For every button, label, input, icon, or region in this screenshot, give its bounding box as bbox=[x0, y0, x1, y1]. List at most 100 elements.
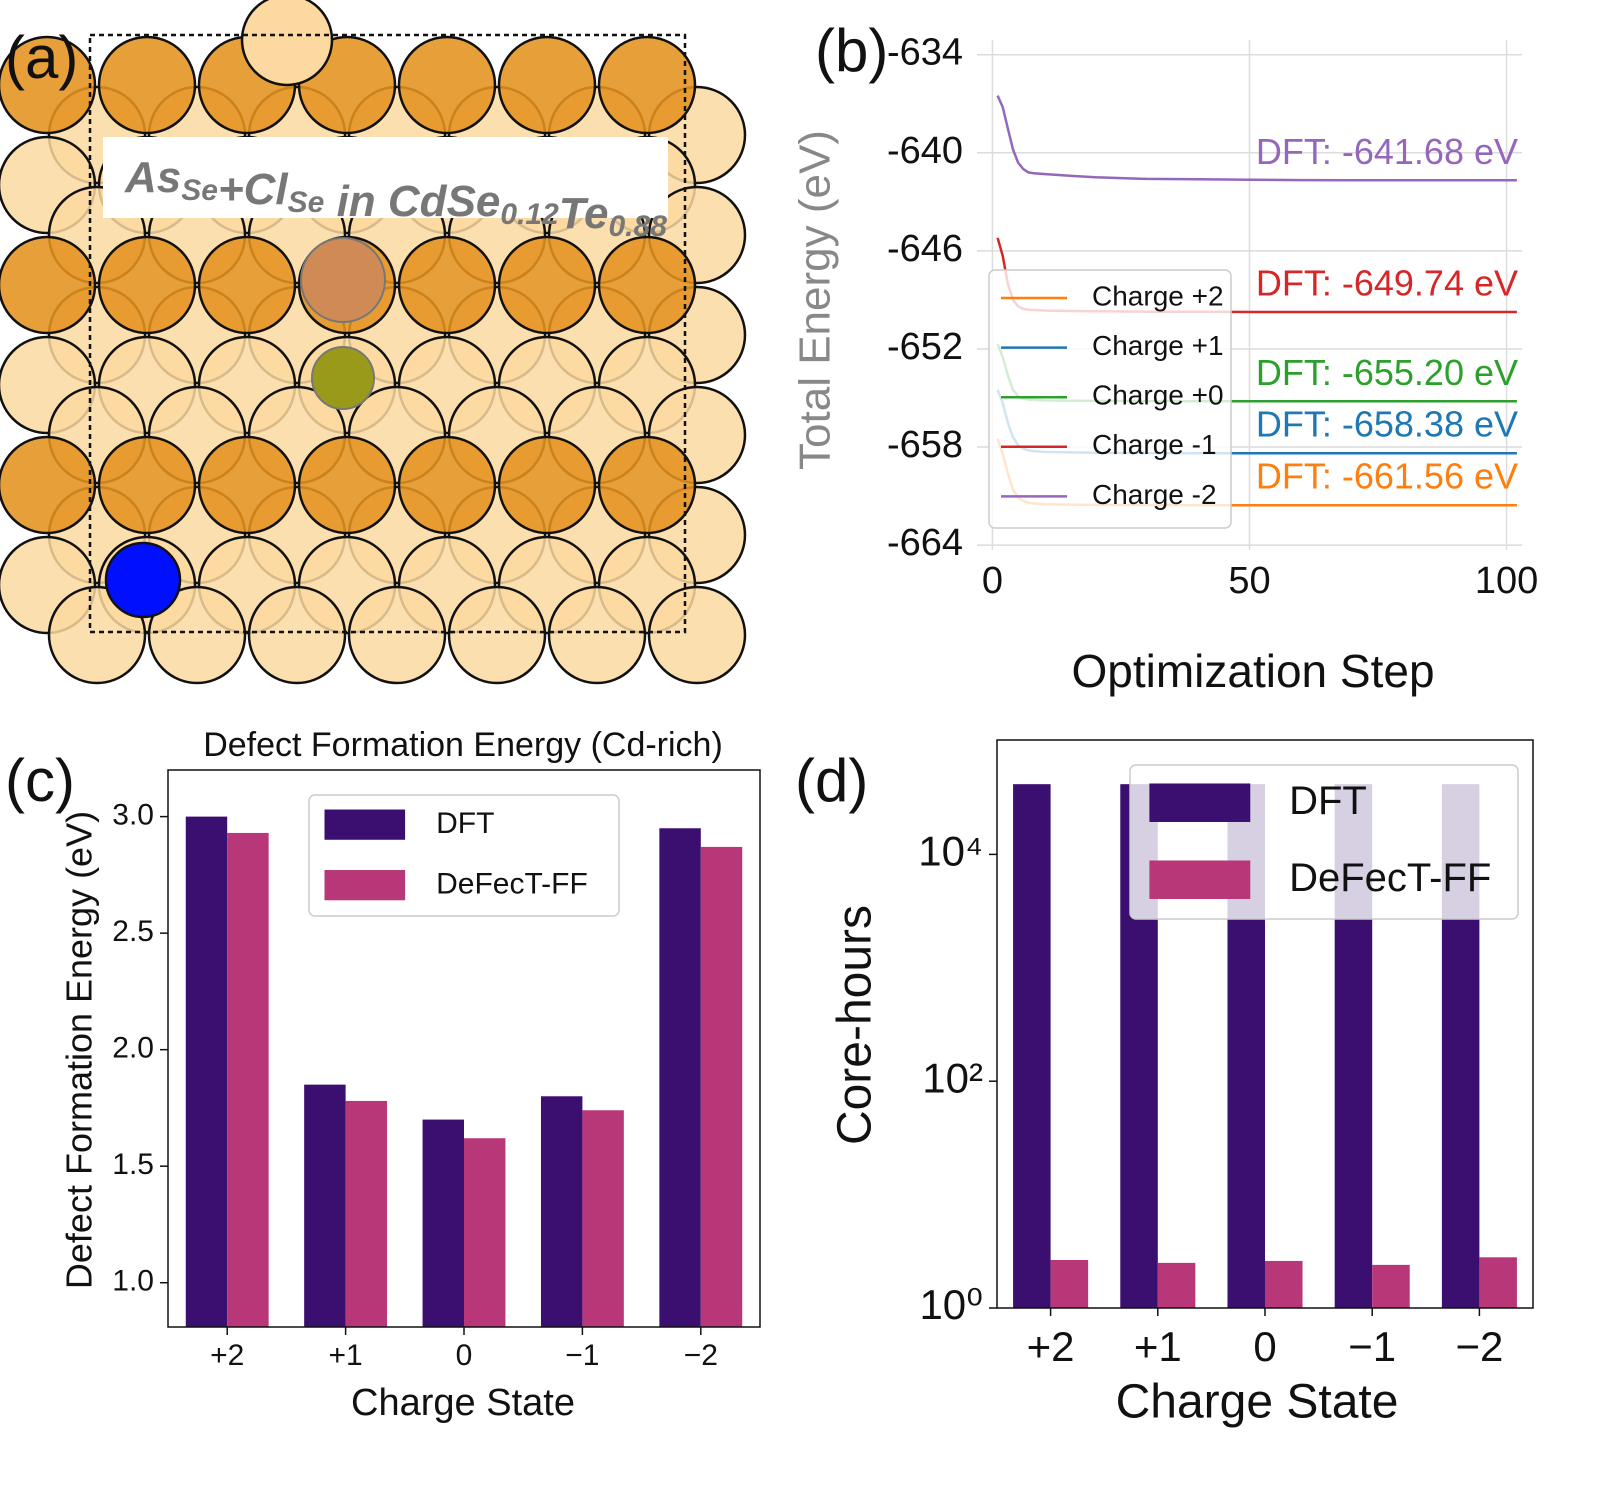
atom bbox=[97, 35, 197, 135]
y-tick-label: 2.0 bbox=[112, 1032, 154, 1065]
series-annotation: DFT: -641.68 eV bbox=[1256, 131, 1518, 172]
x-axis-label: Optimization Step bbox=[1071, 645, 1434, 697]
atom bbox=[0, 435, 97, 535]
atom bbox=[0, 235, 97, 335]
bar bbox=[1265, 1260, 1303, 1308]
plot-frame bbox=[167, 769, 761, 1328]
atom bbox=[97, 435, 197, 535]
atom bbox=[311, 346, 375, 410]
panel-label: (b) bbox=[815, 17, 888, 84]
series-annotation: DFT: -655.20 eV bbox=[1256, 352, 1518, 393]
structure-label: AsSe+ClSe in CdSe0.12Te0.88 bbox=[124, 153, 667, 243]
atom bbox=[397, 35, 497, 135]
atom bbox=[197, 435, 297, 535]
bar bbox=[1372, 1264, 1410, 1308]
cell-box bbox=[88, 33, 687, 634]
legend-swatch bbox=[1149, 860, 1251, 899]
x-tick-label: 50 bbox=[1228, 560, 1270, 602]
chart-title: Defect Formation Energy (Cd-rich) bbox=[203, 726, 723, 764]
x-axis-label: Charge State bbox=[1116, 1376, 1399, 1429]
y-tick-label: 10⁴ bbox=[918, 827, 983, 874]
atom bbox=[0, 35, 97, 135]
legend-label: Charge +1 bbox=[1092, 330, 1224, 361]
bar bbox=[700, 846, 743, 1327]
y-tick-label: -658 bbox=[887, 424, 963, 466]
x-tick-label: +2 bbox=[1027, 1323, 1075, 1370]
legend-label: Charge -2 bbox=[1092, 479, 1217, 510]
label-subscript: Se bbox=[288, 186, 325, 219]
y-tick-label: 3.0 bbox=[112, 799, 154, 832]
atom bbox=[497, 235, 597, 335]
atom bbox=[197, 235, 297, 335]
bar bbox=[422, 1119, 464, 1327]
legend-box bbox=[988, 269, 1232, 529]
legend-swatch bbox=[324, 870, 406, 901]
legend-label: DFT bbox=[436, 807, 494, 840]
series-annotation: DFT: -649.74 eV bbox=[1256, 263, 1518, 304]
atom bbox=[97, 235, 197, 335]
bar bbox=[185, 816, 228, 1327]
bar bbox=[1013, 784, 1051, 1308]
x-tick-label: +1 bbox=[1134, 1323, 1182, 1370]
y-tick-label: -646 bbox=[887, 228, 963, 270]
series-annotation: DFT: -658.38 eV bbox=[1256, 404, 1518, 445]
atom bbox=[104, 541, 182, 619]
legend-swatch bbox=[1149, 783, 1251, 822]
panel-label: (c) bbox=[5, 747, 75, 814]
x-axis-label: Charge State bbox=[351, 1382, 575, 1424]
x-tick-label: −2 bbox=[1455, 1323, 1503, 1370]
label-part: As bbox=[124, 153, 181, 202]
y-tick-label: -652 bbox=[887, 326, 963, 368]
y-tick-label: -664 bbox=[887, 522, 963, 564]
atom bbox=[240, 0, 334, 87]
atom bbox=[647, 585, 747, 685]
y-axis-label: Core-hours bbox=[829, 905, 882, 1145]
atom bbox=[297, 435, 397, 535]
bar bbox=[1157, 1262, 1196, 1308]
bar bbox=[464, 1138, 506, 1327]
bar bbox=[227, 832, 269, 1327]
atom bbox=[247, 585, 347, 685]
atom bbox=[597, 435, 697, 535]
atom bbox=[597, 35, 697, 135]
legend-label: DeFecT-FF bbox=[1289, 856, 1491, 900]
y-tick-label: 10² bbox=[922, 1054, 983, 1101]
x-tick-label: +2 bbox=[210, 1339, 244, 1372]
atom bbox=[497, 35, 597, 135]
legend-label: DeFecT-FF bbox=[436, 868, 588, 901]
atom bbox=[547, 585, 647, 685]
atom bbox=[497, 435, 597, 535]
bar bbox=[582, 1110, 624, 1327]
data-line bbox=[996, 95, 1517, 182]
atom bbox=[397, 435, 497, 535]
legend-label: DFT bbox=[1289, 779, 1367, 823]
y-tick-label: -640 bbox=[887, 130, 963, 172]
label-part: in CdSe bbox=[324, 177, 500, 226]
atom bbox=[347, 585, 447, 685]
bar bbox=[540, 1096, 583, 1327]
x-tick-label: −1 bbox=[565, 1339, 599, 1372]
y-tick-label: -634 bbox=[887, 32, 963, 74]
bar bbox=[304, 1084, 346, 1327]
x-tick-label: 100 bbox=[1475, 560, 1538, 602]
label-box bbox=[103, 137, 668, 218]
atom bbox=[447, 585, 547, 685]
x-tick-label: +1 bbox=[328, 1339, 362, 1372]
bar bbox=[345, 1100, 388, 1327]
label-part: +Cl bbox=[218, 165, 288, 214]
y-tick-label: 1.5 bbox=[112, 1148, 154, 1181]
label-part: Te bbox=[559, 189, 609, 238]
plot-frame bbox=[996, 739, 1534, 1309]
label-subscript: 0.88 bbox=[609, 210, 668, 243]
y-tick-label: 2.5 bbox=[112, 915, 154, 948]
panel-label: (d) bbox=[795, 747, 868, 814]
bar bbox=[659, 828, 701, 1327]
bar bbox=[1050, 1260, 1089, 1308]
structure-panel: AsSe+ClSe in CdSe0.12Te0.88 bbox=[0, 0, 747, 685]
atom bbox=[147, 585, 247, 685]
x-tick-label: 0 bbox=[982, 560, 1003, 602]
label-subscript: 0.12 bbox=[500, 198, 559, 231]
x-tick-label: 0 bbox=[456, 1339, 473, 1372]
